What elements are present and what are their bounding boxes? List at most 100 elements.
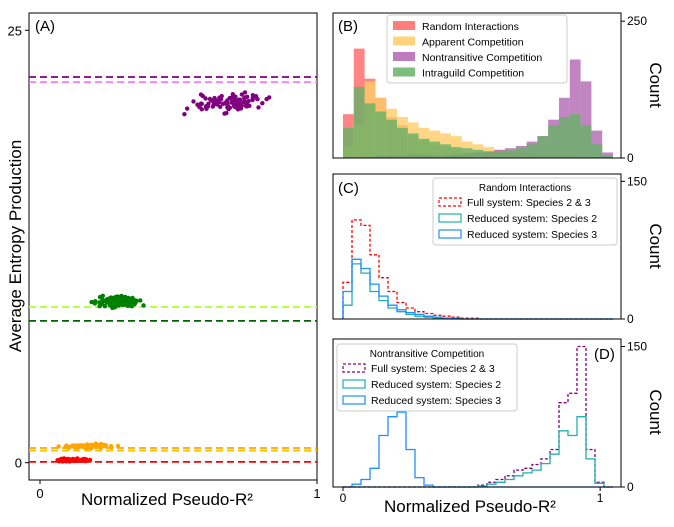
scatter-point (211, 99, 216, 104)
scatter-point (89, 299, 94, 305)
scatter-point (185, 106, 190, 111)
scatter-point (231, 102, 237, 107)
hist-bar (429, 141, 441, 158)
scatter-point (115, 443, 121, 449)
scatter-point (91, 443, 97, 449)
hist-bar (505, 150, 516, 158)
panel-b-label: (B) (338, 18, 358, 35)
scatter-point (246, 98, 251, 104)
scatter-point (220, 101, 226, 107)
scatter-point (138, 298, 143, 303)
hist-bar (353, 86, 365, 158)
panel-a-frame (28, 12, 318, 481)
panel-d-x-axis-label: Normalized Pseudo-R² (384, 497, 556, 516)
panel-d-frame (332, 338, 622, 488)
x-tick-label: 0 (36, 486, 43, 501)
scatter-point (130, 295, 135, 301)
panel-a-y-ticks: 0 25 (8, 23, 29, 471)
scatter-point (67, 445, 72, 450)
scatter-point (199, 101, 204, 107)
panel-d-legend-box (336, 343, 518, 412)
hist-bar (451, 136, 462, 158)
panel-c-legend-title: Random Interactions (479, 183, 571, 194)
scatter-point (96, 443, 101, 449)
scatter-point (101, 443, 106, 449)
hist-bar (461, 148, 473, 158)
hist-bar (537, 136, 549, 158)
legend-label: Reduced system: Species 3 (371, 395, 501, 407)
hist-bar (451, 147, 462, 158)
panel-a-points (55, 90, 272, 464)
scatter-point (255, 96, 260, 102)
scatter-point (211, 102, 216, 108)
scatter-point (81, 443, 86, 448)
legend-label: Apparent Competition (422, 37, 524, 49)
scatter-point (102, 304, 108, 309)
panel-b-y-ticks: 250 0 (621, 14, 647, 165)
hist-bar (559, 117, 570, 158)
panel-c-y-axis-label: Count (646, 223, 665, 269)
scatter-point (237, 101, 242, 106)
panel-c-legend-box (432, 177, 618, 246)
legend-swatch (438, 197, 462, 207)
panel-b: (B) 250 0 Count Random Interactions Appare… (332, 12, 665, 165)
x-tick-label: 0 (340, 491, 347, 505)
scatter-point (239, 92, 244, 97)
scatter-point (203, 104, 209, 110)
scatter-point (242, 95, 248, 100)
scatter-point (122, 295, 127, 300)
scatter-point (111, 299, 117, 304)
hist-bar (569, 114, 581, 158)
panel-b-legend: Random Interactions Apparent Competition N… (386, 14, 568, 84)
scatter-point (59, 458, 64, 463)
scatter-point (260, 101, 265, 106)
hist-bar (472, 149, 484, 158)
scatter-point (83, 458, 88, 464)
legend-swatch (342, 395, 366, 405)
scatter-point (222, 111, 227, 116)
legend-label: Reduced system: Species 2 (467, 213, 597, 225)
panel-c-legend-entries: Full system: Species 2 & 3 Reduced system… (438, 197, 597, 241)
panel-a-label: (A) (35, 18, 55, 35)
hist-outline-2 (343, 411, 613, 488)
hist-bar (526, 144, 538, 158)
scatter-point (212, 95, 217, 101)
scatter-point (244, 102, 249, 108)
hist-bar (580, 125, 592, 158)
hist-bar (548, 125, 559, 158)
panel-b-legend-box (386, 14, 568, 84)
legend-label: Reduced system: Species 3 (467, 229, 597, 241)
legend-swatch (342, 379, 366, 389)
legend-swatch (342, 363, 366, 373)
hist-bar (602, 152, 613, 158)
hist-bar (515, 148, 527, 158)
panel-c-frame (332, 173, 622, 320)
legend-swatch (438, 213, 462, 223)
y-tick-label: 0 (15, 456, 22, 471)
panel-b-histograms (343, 48, 613, 158)
scatter-point (200, 93, 206, 99)
y-tick-label: 0 (627, 480, 634, 494)
panel-b-legend-entries: Random Interactions Apparent Competition N… (393, 21, 542, 80)
panel-a-y-axis-label: Average Entropy Production (6, 140, 25, 352)
scatter-group-2 (56, 441, 121, 451)
x-tick-label: 1 (313, 486, 320, 501)
panel-c-legend: Random Interactions Full system: Species… (432, 177, 618, 246)
panel-d-legend-entries: Full system: Species 2 & 3 Reduced system… (342, 363, 501, 407)
hist-bar (397, 127, 408, 158)
y-tick-label: 250 (627, 14, 647, 28)
panel-d-y-axis-label: Count (646, 389, 665, 435)
scatter-point (250, 97, 255, 103)
panel-d-legend: Nontransitive Competition Full system: S… (336, 343, 518, 412)
scatter-point (225, 100, 230, 106)
hist-bar (569, 59, 581, 158)
hist-bar (386, 119, 397, 158)
scatter-point (110, 305, 115, 311)
y-tick-label: 150 (627, 339, 647, 353)
hist-bar (483, 151, 495, 158)
